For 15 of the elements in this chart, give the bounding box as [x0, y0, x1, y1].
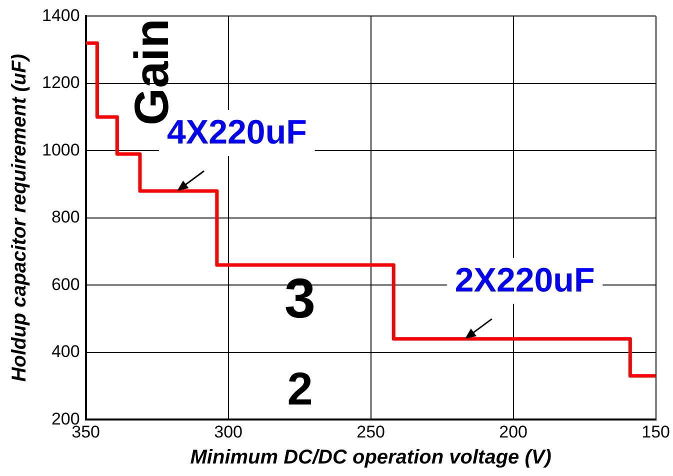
- x-axis-title: Minimum DC/DC operation voltage (V): [190, 446, 552, 469]
- x-tick-label: 300: [214, 422, 243, 442]
- x-tick-label: 250: [356, 422, 386, 442]
- annotation: 2: [287, 362, 313, 415]
- y-tick-label: 1400: [42, 6, 80, 25]
- y-tick-label: 600: [51, 274, 80, 294]
- y-tick-label: 800: [51, 208, 80, 227]
- annotation: 3: [284, 266, 316, 330]
- annotation: 2X220uF: [454, 261, 595, 300]
- x-tick-label: 150: [642, 422, 670, 442]
- y-axis-title: Holdup capacitor requirement (uF): [8, 54, 31, 382]
- y-tick-label: 1000: [42, 140, 80, 160]
- y-tick-label: 1200: [42, 73, 80, 92]
- x-tick-label: 200: [499, 422, 528, 442]
- y-tick-label: 400: [51, 342, 80, 362]
